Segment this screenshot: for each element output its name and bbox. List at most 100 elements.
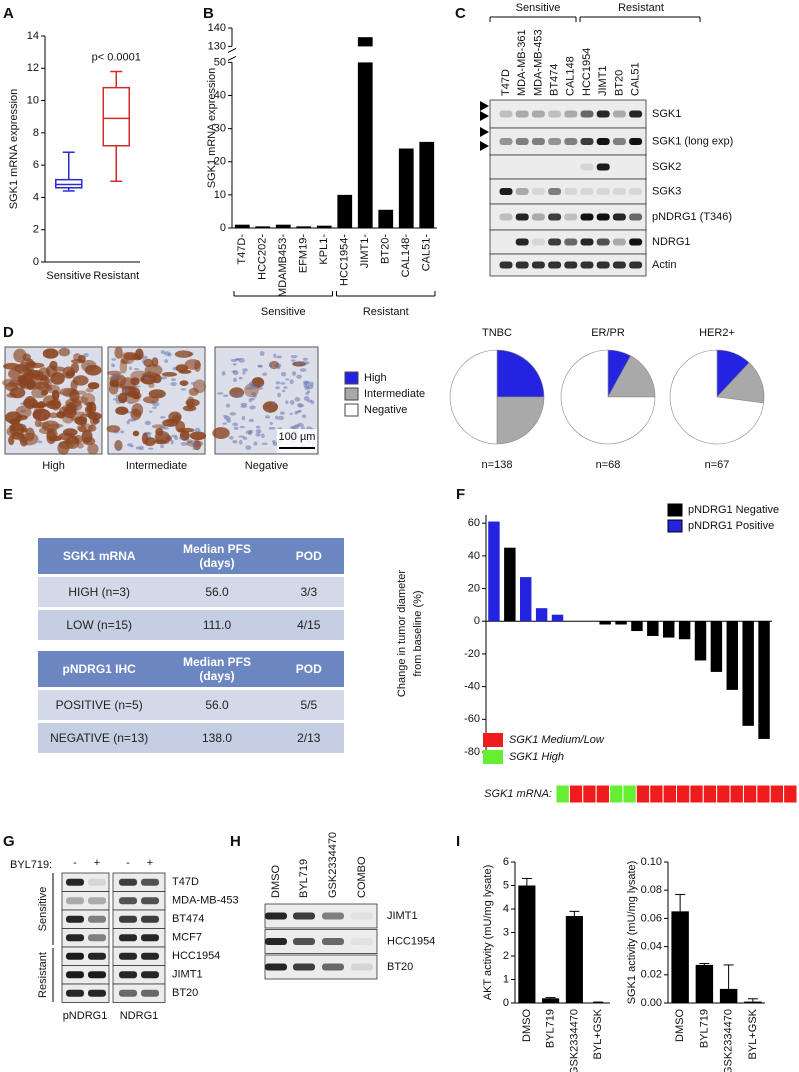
bar xyxy=(542,998,560,1003)
ihc-cell xyxy=(285,400,289,405)
y-tick-label: 8 xyxy=(33,127,39,139)
ihc-cell xyxy=(134,385,141,388)
ihc-cell xyxy=(238,357,245,363)
row-label: SGK1 (long exp) xyxy=(652,135,733,147)
ihc-cell xyxy=(262,372,268,376)
strip-cell xyxy=(649,784,664,804)
ihc-cell xyxy=(232,439,238,444)
bar xyxy=(551,614,564,622)
blot-band xyxy=(88,989,106,997)
ihc-cell xyxy=(223,394,229,398)
y-axis-label: from baseline (%) xyxy=(412,590,424,676)
table-cell: POSITIVE (n=5) xyxy=(38,690,161,720)
ihc-cell xyxy=(77,425,87,433)
ihc-cell xyxy=(87,382,100,390)
ihc-cell xyxy=(58,347,71,357)
ihc-cell xyxy=(269,362,273,368)
summary-table: pNDRG1 IHC Median PFS (days) POD POSITIVE (… xyxy=(38,648,344,756)
antibody-label: NDRG1 xyxy=(120,1010,159,1022)
blot-band xyxy=(580,138,594,145)
blot-band xyxy=(612,238,626,246)
ihc-cell xyxy=(37,367,51,381)
blot-band xyxy=(66,989,84,997)
row-label: SGK2 xyxy=(652,161,681,173)
blot-band xyxy=(293,963,315,971)
ihc-cell xyxy=(248,418,255,423)
ihc-cell xyxy=(159,416,166,419)
blot-band xyxy=(596,261,610,269)
ihc-cell xyxy=(255,432,261,437)
strip-cell xyxy=(662,784,677,804)
ihc-cell xyxy=(168,352,172,357)
blot-band xyxy=(564,238,578,246)
ihc-cell xyxy=(276,365,281,370)
ihc-cell xyxy=(232,363,237,366)
table-cell: 111.0 xyxy=(160,610,274,640)
y-tick-label: 40 xyxy=(214,89,226,101)
ihc-cell xyxy=(265,408,270,412)
blot-band xyxy=(66,971,84,979)
lane-label: MDA-MB-453 xyxy=(532,29,544,96)
ihc-cell xyxy=(130,408,142,421)
ihc-cell xyxy=(6,393,18,398)
lane-label: HCC1954 xyxy=(581,48,593,96)
y-tick-label: 0.02 xyxy=(641,969,662,981)
panel-letter: I xyxy=(456,833,460,850)
ihc-cell xyxy=(151,357,159,368)
blot-band xyxy=(629,110,643,118)
blot-band xyxy=(322,963,344,971)
ihc-cell xyxy=(262,401,279,413)
ihc-cell xyxy=(126,420,130,425)
blot-band xyxy=(612,188,626,195)
bar xyxy=(398,148,414,228)
blot-band xyxy=(119,934,137,942)
blot-band xyxy=(596,110,610,118)
ihc-cell xyxy=(285,378,290,381)
blot-band xyxy=(322,938,344,945)
ihc-cell xyxy=(75,390,87,395)
blot-band xyxy=(293,938,315,945)
ihc-cell xyxy=(290,359,296,362)
row-label: pNDRG1 (T346) xyxy=(652,211,732,223)
y-tick-label: 0 xyxy=(503,997,509,1009)
bar xyxy=(234,224,250,228)
bar xyxy=(599,621,611,625)
strip-cell xyxy=(756,784,771,804)
ihc-cell xyxy=(192,445,196,451)
table-cell: Median PFS (days) xyxy=(160,651,274,687)
pie-slice xyxy=(607,355,656,398)
ihc-cell xyxy=(34,419,42,428)
group-label: Resistant xyxy=(618,2,664,14)
ihc-cell xyxy=(127,401,135,405)
ihc-cell xyxy=(180,442,188,446)
pie-slice xyxy=(496,396,545,445)
blot-band xyxy=(265,912,287,920)
blot-band xyxy=(88,878,106,886)
ihc-cell xyxy=(37,440,43,444)
blot-band xyxy=(515,188,529,195)
ihc-cell xyxy=(296,374,302,379)
ihc-cell xyxy=(52,366,65,372)
ihc-cell xyxy=(242,368,248,372)
ihc-cell xyxy=(248,429,254,434)
ihc-cell xyxy=(13,348,27,363)
x-tick-label: BYL719 xyxy=(698,1009,710,1048)
ihc-cell xyxy=(179,437,185,440)
blot-band xyxy=(564,110,578,118)
ihc-cell xyxy=(302,357,308,361)
blot-band xyxy=(351,912,373,920)
blot-band xyxy=(119,897,137,905)
ihc-cell xyxy=(232,422,239,427)
strip-cell xyxy=(609,784,624,804)
y-tick-label: 30 xyxy=(214,123,226,135)
ihc-cell xyxy=(290,354,298,359)
y-tick-label: 6 xyxy=(33,159,39,171)
ihc-cell xyxy=(170,381,177,387)
ihc-cell xyxy=(84,405,93,414)
blot-band xyxy=(629,261,643,269)
table-row: NEGATIVE (n=13) 138.0 2/13 xyxy=(38,723,344,753)
ihc-cell xyxy=(115,406,129,415)
strip-cell xyxy=(729,784,744,804)
blot-band xyxy=(66,878,84,886)
strip-cell xyxy=(582,784,597,804)
